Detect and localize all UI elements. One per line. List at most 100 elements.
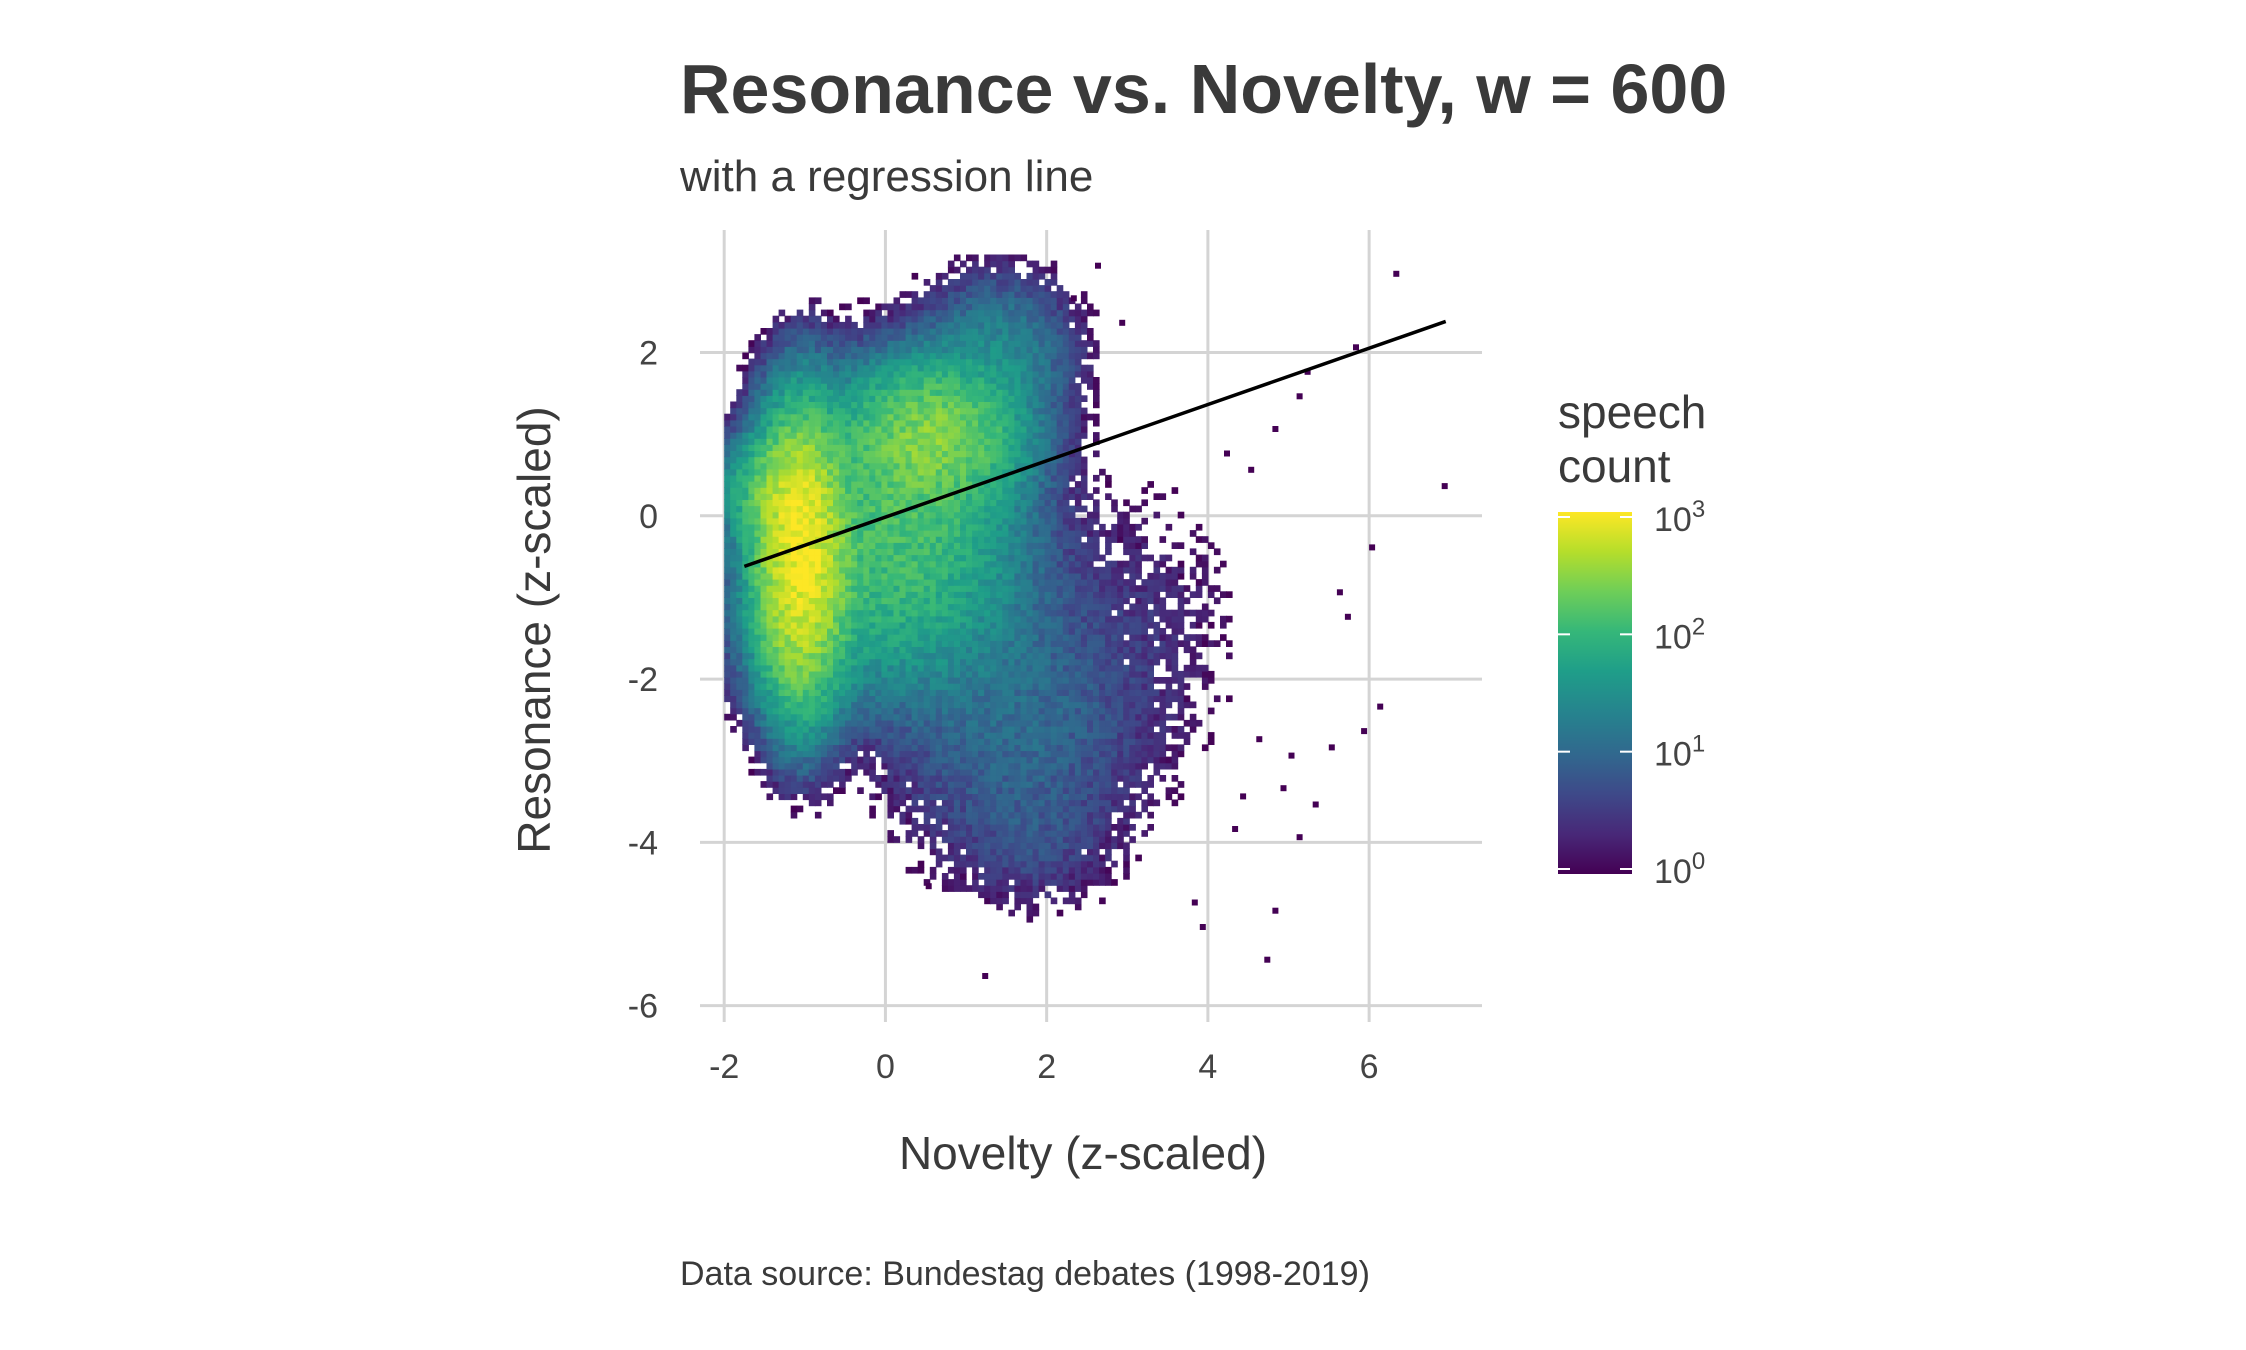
heatmap-cell bbox=[1050, 413, 1058, 421]
heatmap-cell bbox=[929, 358, 937, 366]
heatmap-cell bbox=[1008, 377, 1015, 384]
heatmap-cell bbox=[1020, 885, 1028, 892]
heatmap-cell bbox=[923, 805, 931, 813]
heatmap-cell bbox=[833, 328, 840, 335]
heatmap-cell bbox=[953, 572, 961, 580]
heatmap-cell bbox=[760, 670, 768, 678]
heatmap-cell bbox=[754, 756, 761, 764]
heatmap-cell bbox=[966, 395, 973, 402]
heatmap-cell bbox=[1062, 487, 1070, 494]
heatmap-cell bbox=[778, 744, 786, 752]
heatmap-cell bbox=[984, 848, 991, 856]
heatmap-cell bbox=[1038, 285, 1046, 292]
heatmap-cell bbox=[1062, 762, 1070, 770]
heatmap-cell bbox=[845, 615, 852, 623]
heatmap-cell bbox=[1002, 358, 1009, 366]
heatmap-cell bbox=[748, 487, 755, 494]
heatmap-cell bbox=[1020, 609, 1028, 617]
heatmap-cell bbox=[1020, 836, 1028, 843]
heatmap-cell bbox=[827, 432, 834, 439]
heatmap-cell bbox=[923, 695, 931, 703]
heatmap-cell bbox=[839, 468, 846, 476]
heatmap-cell bbox=[1062, 328, 1070, 335]
heatmap-cell bbox=[1050, 517, 1058, 525]
heatmap-cell bbox=[899, 719, 907, 727]
heatmap-cell bbox=[953, 370, 961, 378]
heatmap-cell bbox=[736, 468, 743, 476]
heatmap-cell bbox=[827, 579, 834, 586]
heatmap-cell bbox=[863, 628, 870, 635]
heatmap-cell bbox=[966, 438, 973, 445]
heatmap-cell bbox=[947, 389, 955, 396]
heatmap-cell bbox=[833, 677, 840, 684]
heatmap-cell bbox=[784, 658, 792, 666]
heatmap-cell bbox=[802, 640, 810, 647]
heatmap-cell bbox=[935, 615, 943, 623]
heatmap-cell bbox=[960, 419, 967, 427]
heatmap-cell bbox=[833, 719, 840, 727]
heatmap-cell bbox=[851, 707, 858, 715]
heatmap-cell bbox=[990, 432, 997, 439]
heatmap-cell bbox=[802, 591, 810, 598]
heatmap-cell bbox=[1014, 279, 1021, 286]
heatmap-cell bbox=[820, 328, 828, 335]
heatmap-cell bbox=[827, 683, 834, 690]
heatmap-cell bbox=[978, 646, 985, 654]
heatmap-cell bbox=[863, 750, 870, 758]
heatmap-cell bbox=[1056, 456, 1064, 464]
heatmap-cell bbox=[875, 346, 882, 354]
heatmap-cell bbox=[990, 628, 997, 635]
heatmap-cell bbox=[905, 683, 913, 690]
heatmap-cell bbox=[760, 548, 768, 556]
heatmap-cell bbox=[935, 621, 943, 629]
heatmap-cell bbox=[923, 377, 931, 384]
heatmap-cell bbox=[742, 530, 749, 537]
heatmap-cell bbox=[887, 407, 894, 415]
heatmap-cell bbox=[839, 781, 846, 788]
heatmap-cell bbox=[1044, 358, 1052, 366]
heatmap-cell bbox=[966, 646, 973, 654]
heatmap-cell bbox=[863, 713, 870, 721]
heatmap-cell bbox=[935, 389, 943, 396]
heatmap-cell bbox=[748, 554, 755, 562]
heatmap-cell bbox=[966, 297, 973, 305]
heatmap-cell bbox=[1020, 419, 1028, 427]
heatmap-cell bbox=[929, 683, 937, 690]
heatmap-cell bbox=[947, 756, 955, 764]
heatmap-cell bbox=[790, 726, 798, 733]
heatmap-cell bbox=[996, 346, 1003, 354]
heatmap-cell bbox=[923, 340, 931, 347]
heatmap-cell bbox=[1044, 530, 1052, 537]
heatmap-cell bbox=[742, 462, 749, 470]
heatmap-cell bbox=[724, 530, 731, 537]
heatmap-cell bbox=[875, 450, 882, 458]
heatmap-cell bbox=[851, 646, 858, 654]
heatmap-cell bbox=[917, 377, 925, 384]
heatmap-cell bbox=[1032, 315, 1040, 323]
heatmap-cell bbox=[984, 744, 991, 752]
heatmap-cell bbox=[802, 536, 810, 543]
heatmap-cell bbox=[845, 364, 852, 372]
heatmap-cell bbox=[820, 695, 828, 703]
heatmap-cell bbox=[905, 389, 913, 396]
heatmap-cell bbox=[911, 389, 919, 396]
heatmap-cell bbox=[766, 505, 774, 513]
heatmap-cell bbox=[911, 560, 919, 568]
heatmap-cell bbox=[1056, 750, 1064, 758]
heatmap-cell bbox=[960, 732, 967, 739]
heatmap-cell bbox=[1050, 352, 1058, 360]
heatmap-cell bbox=[935, 370, 943, 378]
heatmap-cell bbox=[893, 315, 901, 323]
heatmap-cell bbox=[935, 750, 943, 758]
heatmap-cell bbox=[972, 328, 979, 335]
heatmap-cell bbox=[724, 456, 731, 464]
heatmap-cell bbox=[1032, 744, 1040, 752]
heatmap-cell bbox=[833, 732, 840, 739]
heatmap-cell bbox=[1020, 817, 1028, 825]
heatmap-cell bbox=[1062, 652, 1070, 660]
heatmap-cell bbox=[833, 713, 840, 721]
heatmap-cell bbox=[947, 499, 955, 507]
heatmap-cell bbox=[941, 597, 949, 605]
heatmap-cell bbox=[778, 781, 786, 788]
heatmap-cell bbox=[978, 432, 985, 439]
